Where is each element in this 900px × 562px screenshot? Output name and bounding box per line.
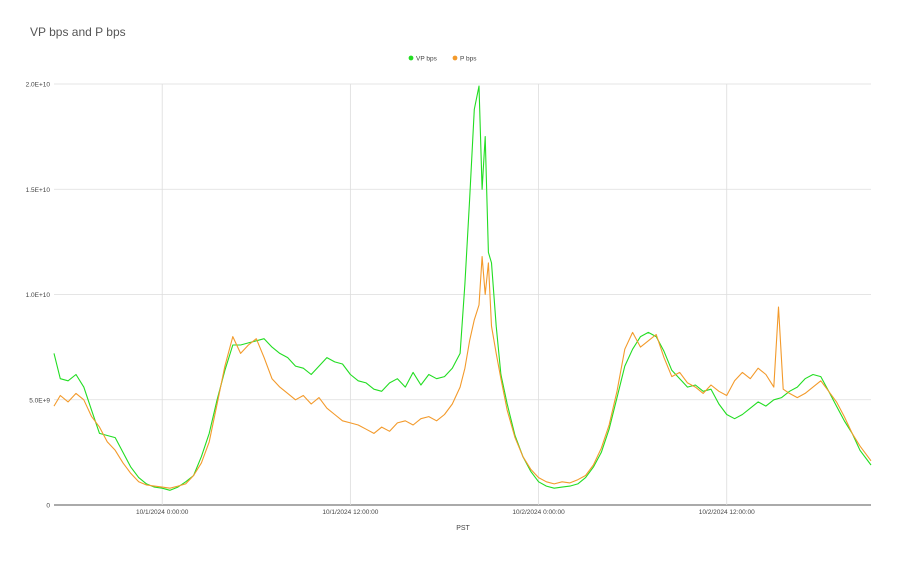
legend-label: VP bps (416, 56, 438, 63)
series-layer (53, 85, 872, 491)
y-tick-label: 0 (46, 503, 50, 510)
chart-legend: VP bps P bps (408, 55, 477, 63)
x-tick-label: 10/1/2024 0:00:00 (136, 509, 189, 516)
y-tick-label: 1.0E+10 (26, 292, 51, 299)
legend-swatch (452, 55, 458, 61)
x-axis: 10/1/2024 0:00:00 10/1/2024 12:00:00 10/2/… (136, 509, 755, 516)
series-line-p-bps (53, 256, 872, 489)
legend-swatch (408, 55, 414, 61)
grid-lines (54, 83, 871, 506)
y-tick-label: 5.0E+9 (29, 397, 50, 404)
x-axis-title: PST (456, 525, 470, 532)
y-axis: 0 5.0E+9 1.0E+10 1.5E+10 2.0E+10 (26, 82, 51, 510)
x-tick-label: 10/2/2024 0:00:00 (512, 509, 565, 516)
y-tick-label: 1.5E+10 (26, 187, 51, 194)
chart-title: VP bps and P bps (30, 25, 126, 39)
y-tick-label: 2.0E+10 (26, 82, 51, 89)
legend-label: P bps (460, 56, 477, 63)
x-tick-label: 10/1/2024 12:00:00 (322, 509, 378, 516)
x-tick-label: 10/2/2024 12:00:00 (699, 509, 755, 516)
series-line-vp-bps (53, 85, 872, 491)
